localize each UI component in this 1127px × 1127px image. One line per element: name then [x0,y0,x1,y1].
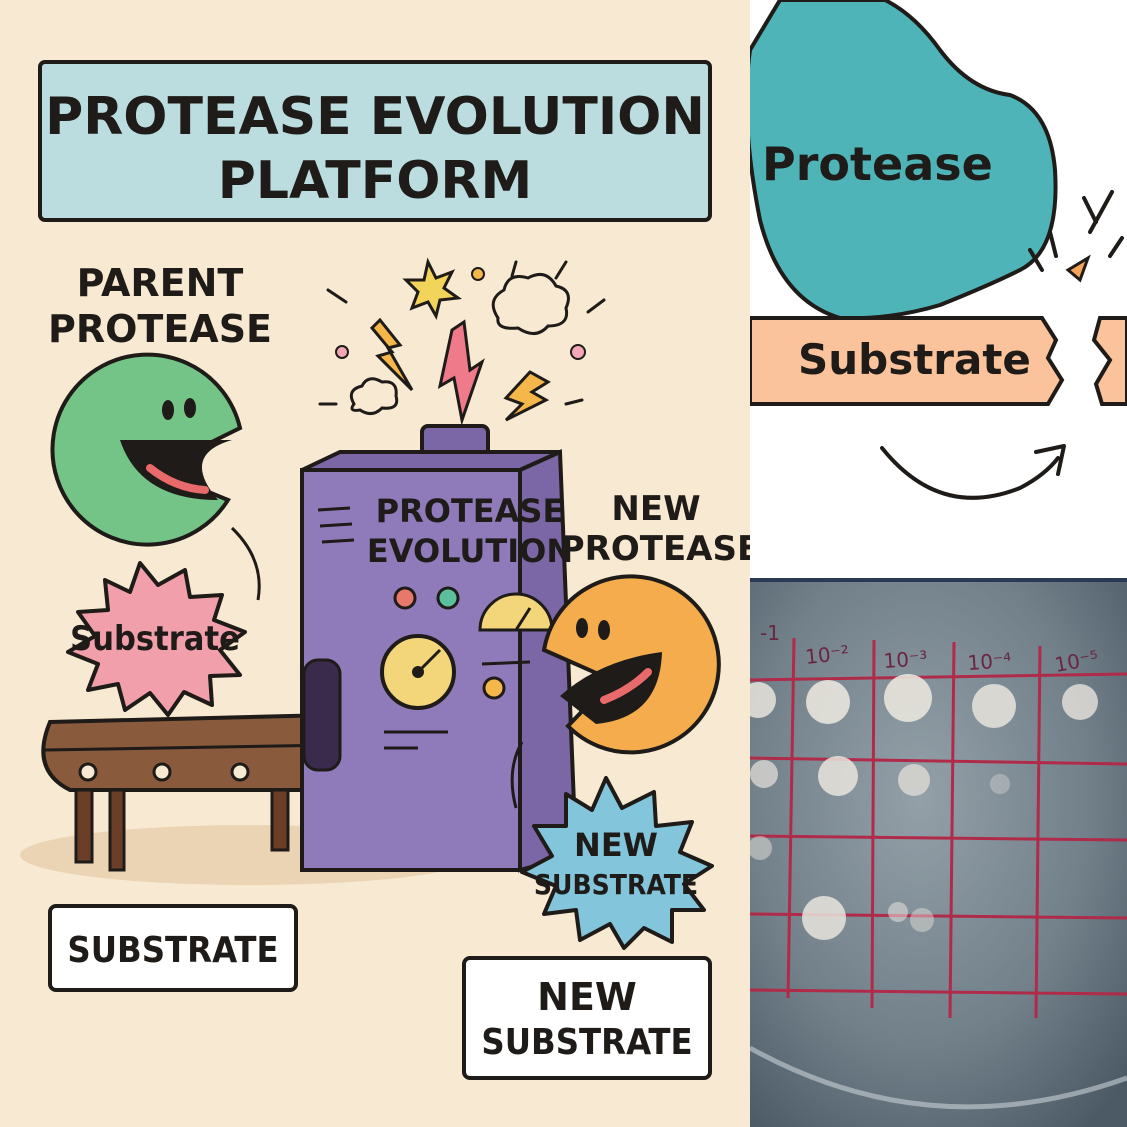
plaque-assay-plate-panel: -1 10⁻² 10⁻³ 10⁻⁴ 10⁻⁵ [750,578,1127,1127]
cartoon-panel: PROTEASE EVOLUTION PLATFORM PARENT PROTE… [0,0,750,1127]
protease-cleavage-schematic: Protease Substrate [750,0,1127,500]
plaques [750,674,1098,940]
dilution-label: 10⁻² [804,641,850,669]
new-substrate-box-line-1: NEW [537,975,637,1019]
cartoon-illustration: PROTEASE EVOLUTION PLATFORM PARENT PROTE… [20,60,750,1080]
dilution-label: -1 [760,621,780,645]
title-line-1: PROTEASE EVOLUTION [45,87,705,147]
schematic-panel: Protease Substrate [750,0,1127,578]
substrate-burst: Substrate [66,561,247,717]
parent-protease-label-line-1: PARENT [77,261,244,305]
new-substrate-burst-line-2: SUBSTRATE [534,868,698,901]
evolution-machine: PROTEASE EVOLUTION [300,424,579,873]
substrate-box: SUBSTRATE [48,904,298,992]
substrate-burst-label: Substrate [70,619,240,659]
plaque-assay-plate: -1 10⁻² 10⁻³ 10⁻⁴ 10⁻⁵ [750,578,1127,1127]
machine-label-line-2: EVOLUTION [367,532,573,570]
new-protease-label-line-1: NEW [611,489,700,529]
plate-rim [750,1045,1127,1110]
title-line-2: PLATFORM [218,151,532,211]
substrate-fragment-left [750,316,1065,406]
new-substrate-box: NEW SUBSTRATE [462,956,712,1080]
new-protease-label-line-2: PROTEASE [560,529,750,569]
parent-protease-character [50,352,261,601]
substrate-label: Substrate [798,335,1031,384]
new-protease-character [510,574,721,809]
curved-arrow-icon [880,444,1066,500]
dilution-label: 10⁻⁴ [967,648,1013,675]
agar-background [750,578,1127,1127]
protease-shape [750,0,1058,321]
title-box: PROTEASE EVOLUTION PLATFORM [38,60,712,222]
substrate-box-label: SUBSTRATE [67,930,278,971]
protease-label: Protease [762,137,993,191]
dilution-label: 10⁻³ [883,646,929,673]
parent-protease-label-line-2: PROTEASE [48,307,272,351]
new-substrate-box-line-2: SUBSTRATE [481,1022,692,1063]
machine-label-line-1: PROTEASE [376,492,565,530]
evolution-sparks [318,257,606,426]
new-substrate-burst-line-1: NEW [574,826,658,864]
substrate-fragment-right [1091,316,1127,406]
new-substrate-burst: NEW SUBSTRATE [520,776,714,950]
cleavage-spark-icon [1028,190,1124,283]
